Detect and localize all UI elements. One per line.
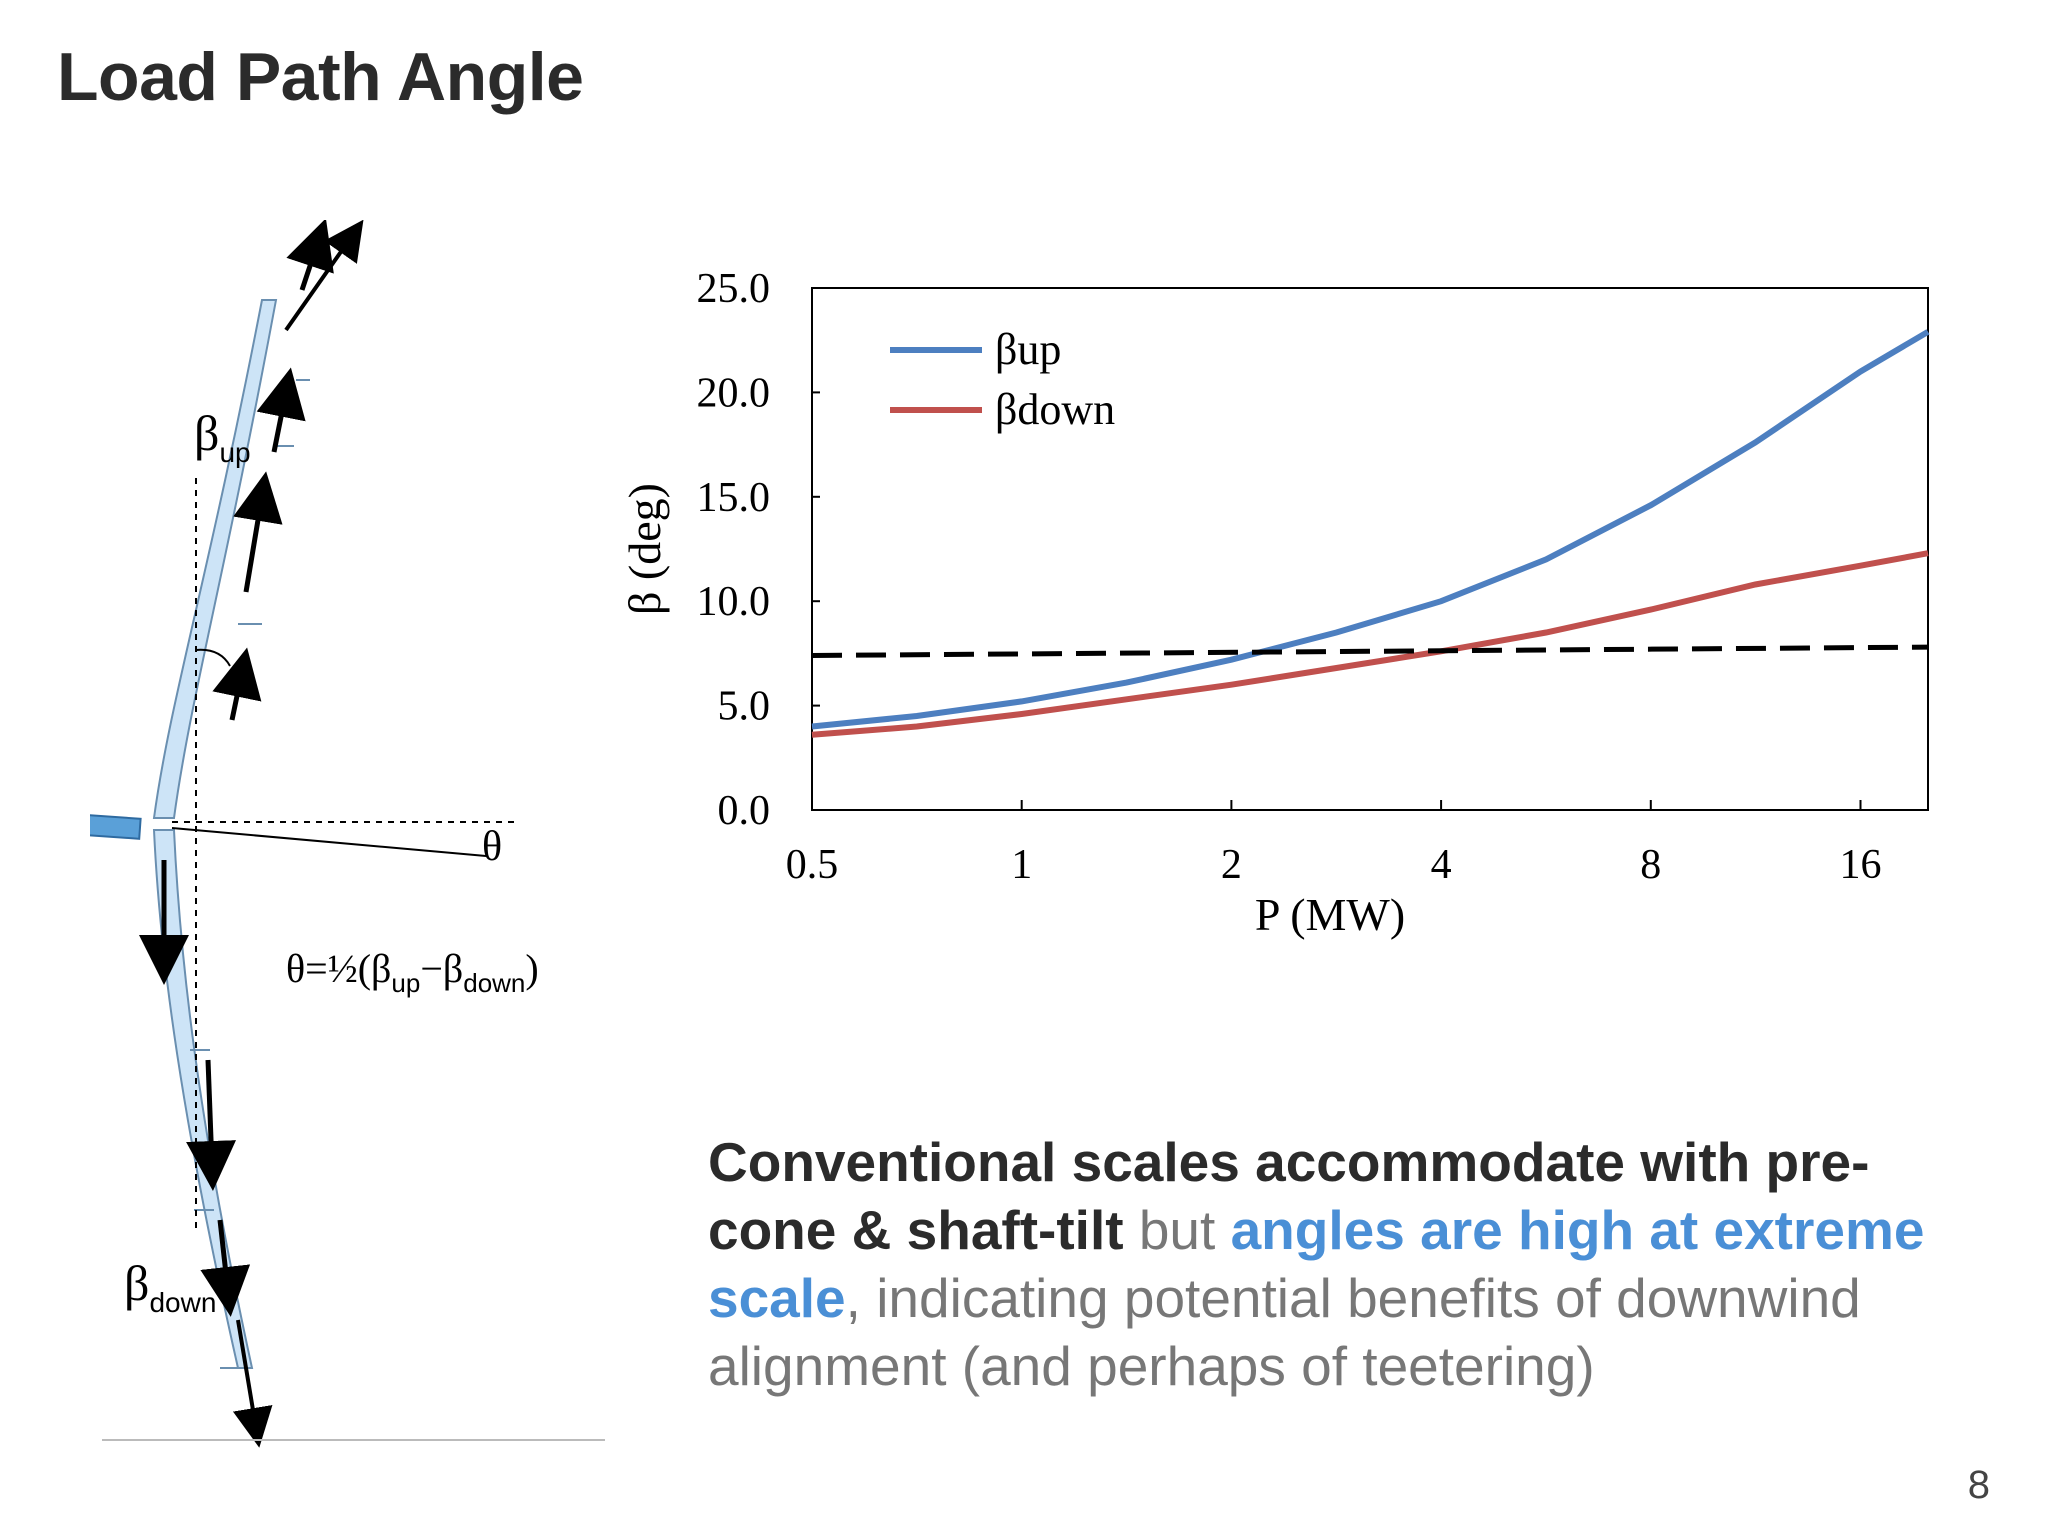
x-tick-label: 8 bbox=[1640, 842, 1661, 888]
arrow-down bbox=[186, 1059, 237, 1191]
arrow-down bbox=[200, 1219, 251, 1317]
theta-line bbox=[171, 827, 487, 857]
body-text: Conventional scales accommodate with pre… bbox=[708, 1128, 1958, 1400]
upwind-blade bbox=[152, 299, 278, 819]
y-tick-label: 5.0 bbox=[718, 684, 771, 730]
y-tick-label: 25.0 bbox=[697, 266, 771, 312]
plot-area: 0.0 5.0 10.0 15.0 20.0 25.0 0.5 1 2 4 8 16 P (MW) β (… bbox=[619, 266, 1930, 940]
beta-down-label: βdown bbox=[124, 1255, 216, 1318]
formula-sub-up: up bbox=[391, 968, 420, 998]
body-bold-text: Conventional scales accommodate with pre… bbox=[708, 1131, 1870, 1261]
plot-frame bbox=[811, 287, 1929, 811]
arrow-down bbox=[232, 1319, 273, 1448]
up-subscript: up bbox=[219, 437, 250, 468]
down-subscript: down bbox=[149, 1287, 216, 1318]
body-accent-text: angles are high at extreme scale bbox=[708, 1199, 1925, 1329]
body-plain-text-2: , indicating potential benefits of downw… bbox=[708, 1267, 1861, 1397]
beta-symbol: β bbox=[124, 1255, 149, 1311]
body-plain-text: but bbox=[1123, 1199, 1231, 1261]
formula-sub-down: down bbox=[463, 968, 525, 998]
x-tick-label: 16 bbox=[1839, 842, 1881, 888]
beta-up-label: βup bbox=[194, 405, 251, 468]
formula-prefix: θ=½(β bbox=[286, 946, 391, 991]
load-path-diagram: βup βdown θ θ=½(βup−βdown) bbox=[90, 220, 605, 1448]
arrow-up bbox=[284, 220, 364, 332]
series-line-beta-up bbox=[811, 329, 1930, 730]
y-axis-label: β (deg) bbox=[619, 483, 670, 615]
beta-symbol: β bbox=[194, 405, 219, 461]
arrow-up bbox=[286, 220, 334, 291]
legend-label: βdown bbox=[995, 385, 1115, 434]
formula-minus: −β bbox=[420, 946, 463, 991]
theta-formula: θ=½(βup−βdown) bbox=[286, 946, 539, 998]
x-tick-label: 0.5 bbox=[786, 842, 839, 888]
legend-label: βup bbox=[995, 325, 1061, 374]
x-tick-label: 4 bbox=[1431, 842, 1452, 888]
slide-title: Load Path Angle bbox=[57, 39, 584, 115]
beta-vs-power-chart: 0.0 5.0 10.0 15.0 20.0 25.0 0.5 1 2 4 8 16 P (MW) β (… bbox=[619, 266, 1930, 940]
page-number: 8 bbox=[1967, 1463, 1990, 1507]
arrow-up bbox=[256, 367, 306, 453]
x-tick-label: 2 bbox=[1221, 842, 1242, 888]
formula-suffix: ) bbox=[525, 946, 538, 991]
threshold-dashed-line bbox=[811, 644, 1929, 658]
theta-label: θ bbox=[482, 824, 502, 870]
hub bbox=[90, 812, 142, 840]
x-axis-label: P (MW) bbox=[1255, 889, 1405, 940]
x-tick-label: 1 bbox=[1011, 842, 1032, 888]
arrow-up bbox=[233, 471, 283, 593]
y-tick-label: 15.0 bbox=[697, 475, 771, 521]
y-tick-label: 20.0 bbox=[697, 370, 771, 416]
y-tick-label: 0.0 bbox=[718, 788, 771, 834]
arrow-up bbox=[212, 647, 262, 721]
series-line-beta-down bbox=[811, 550, 1929, 738]
y-tick-label: 10.0 bbox=[697, 579, 771, 625]
